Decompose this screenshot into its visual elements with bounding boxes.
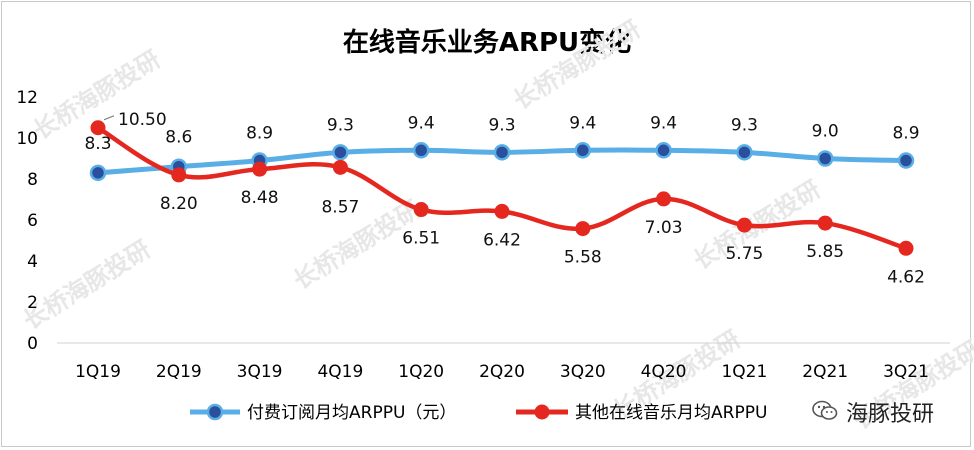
x-tick-label: 3Q20 [560, 362, 606, 382]
point-other [252, 161, 268, 177]
x-tick-label: 3Q21 [883, 362, 929, 382]
data-label-subscription: 9.3 [327, 115, 354, 135]
x-tick-label: 2Q20 [479, 362, 525, 382]
point-subscription [493, 144, 511, 161]
data-label-subscription: 9.4 [569, 113, 596, 133]
point-other [736, 217, 752, 233]
legend-label-subscription: 付费订阅月均ARPPU（元） [247, 403, 456, 423]
brand-mark: 海豚投研 [846, 402, 935, 427]
x-tick-label: 2Q21 [802, 362, 848, 382]
watermark-text: 长桥海豚投研 [18, 235, 155, 335]
y-tick-label: 6 [27, 211, 38, 231]
point-other [413, 202, 429, 218]
y-tick-label: 10 [16, 129, 38, 149]
point-other [494, 203, 510, 219]
data-label-other: 8.48 [241, 188, 279, 208]
point-subscription [332, 144, 349, 161]
y-tick-label: 8 [27, 170, 38, 190]
legend-marker-other [534, 404, 550, 420]
data-label-subscription: 9.3 [731, 115, 758, 135]
data-label-subscription: 9.0 [812, 122, 839, 142]
point-other [171, 167, 187, 183]
chart-title: 在线音乐业务ARPU变化 [342, 28, 632, 58]
point-subscription [89, 164, 107, 182]
point-other [656, 191, 672, 207]
point-subscription [655, 142, 672, 159]
x-tick-label: 1Q19 [75, 362, 121, 382]
y-tick-label: 2 [27, 293, 38, 313]
point-subscription [736, 144, 753, 161]
x-tick-label: 1Q20 [398, 362, 444, 382]
legend-label-other: 其他在线音乐月均ARPPU [575, 403, 767, 423]
data-label-other: 5.58 [564, 248, 602, 268]
data-label-subscription: 8.9 [246, 124, 273, 144]
point-other [575, 221, 591, 237]
watermark-text: 长桥海豚投研 [508, 15, 645, 115]
label-leader-line [103, 115, 115, 121]
data-label-other: 7.03 [645, 218, 683, 238]
point-other [817, 215, 833, 231]
axes: 0 2 4 6 8 10 12 1Q19 2Q19 3Q19 4Q19 1Q20 2Q20 3Q20 4Q2… [16, 88, 950, 382]
x-tick-label: 4Q20 [641, 362, 687, 382]
data-label-other: 8.20 [160, 194, 198, 214]
data-label-subscription: 9.4 [408, 113, 435, 133]
data-label-subscription: 8.6 [165, 128, 192, 148]
point-other [90, 120, 106, 136]
data-label-other: 8.57 [321, 197, 359, 217]
y-tick-label: 12 [16, 88, 38, 108]
x-tick-label: 2Q19 [156, 362, 202, 382]
point-subscription [816, 150, 834, 167]
data-label-subscription: 9.4 [650, 113, 677, 133]
x-tick-label: 4Q19 [317, 362, 363, 382]
data-label-subscription: 8.3 [84, 134, 111, 154]
x-tick-label: 1Q21 [721, 362, 767, 382]
data-label-other: 10.50 [118, 110, 167, 130]
y-tick-label: 4 [27, 252, 38, 272]
y-tick-label: 0 [27, 334, 38, 354]
point-subscription [412, 142, 430, 159]
data-label-other: 6.42 [483, 230, 521, 250]
point-other [898, 240, 914, 256]
wechat-icon [812, 400, 838, 420]
legend: 付费订阅月均ARPPU（元） 其他在线音乐月均ARPPU [190, 403, 767, 423]
x-tick-label: 3Q19 [237, 362, 283, 382]
point-subscription [574, 142, 592, 159]
data-label-other: 5.85 [806, 242, 844, 262]
data-label-other: 5.75 [725, 244, 763, 264]
data-label-subscription: 8.9 [892, 124, 919, 144]
data-label-subscription: 9.3 [488, 115, 515, 135]
point-subscription [897, 152, 915, 169]
data-labels: 8.3 8.6 8.9 9.3 9.4 9.3 9.4 9.4 9.3 9.0 8.9 10.50 8.… [84, 110, 924, 288]
legend-marker-subscription [206, 403, 224, 421]
series-layer [89, 120, 915, 256]
data-label-other: 4.62 [887, 267, 925, 287]
point-other [332, 159, 348, 175]
data-label-other: 6.51 [402, 229, 440, 249]
